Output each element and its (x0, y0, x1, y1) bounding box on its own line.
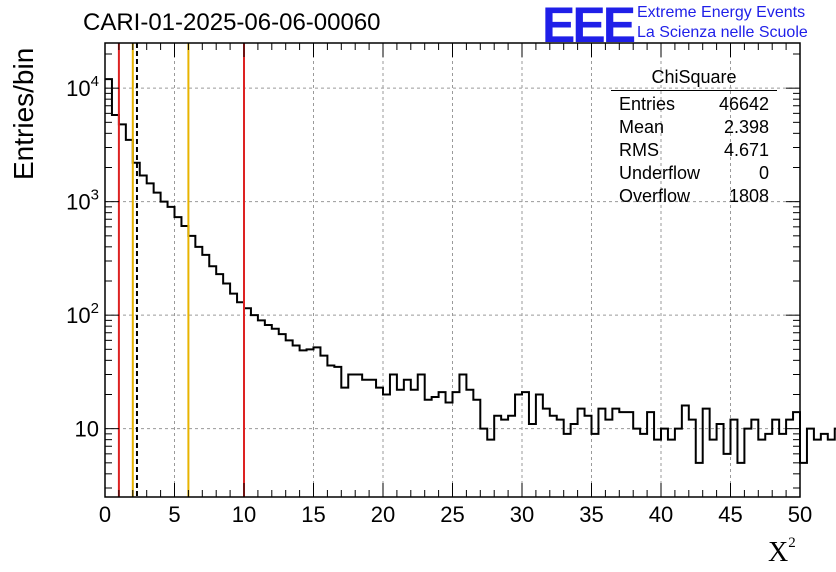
stats-value: 1808 (728, 186, 769, 206)
stats-label: Overflow (619, 186, 691, 206)
logo-text: Extreme Energy Events La Scienza nelle S… (637, 3, 808, 43)
x-tick-label: 45 (718, 502, 742, 527)
stats-row-overflow: Overflow 1808 (611, 185, 777, 208)
y-tick-label-exponent: 2 (91, 300, 99, 317)
y-tick-label: 103 (66, 187, 99, 215)
y-tick-label-base: 10 (66, 190, 90, 215)
y-tick-label-base: 10 (66, 303, 90, 328)
x-axis-label-exponent: 2 (788, 534, 796, 551)
chart-title: CARI-01-2025-06-06-00060 (83, 9, 381, 36)
stats-value: 2.398 (723, 117, 769, 137)
x-tick-label: 30 (510, 502, 534, 527)
x-tick-label: 5 (168, 502, 180, 527)
x-tick-label: 10 (232, 502, 256, 527)
stats-row-rms: RMS 4.671 (611, 139, 777, 162)
y-tick-label: 102 (66, 300, 99, 328)
stats-row-entries: Entries 46642 (611, 93, 777, 116)
x-tick-label: 20 (371, 502, 395, 527)
stats-box-title: ChiSquare (611, 66, 777, 91)
stats-row-underflow: Underflow 0 (611, 162, 777, 185)
stats-box: ChiSquare Entries 46642 Mean 2.398 RMS 4… (611, 66, 777, 208)
y-tick-label-exponent: 3 (91, 187, 99, 204)
x-tick-label: 25 (440, 502, 464, 527)
x-tick-label: 0 (99, 502, 111, 527)
stats-value: 46642 (718, 94, 769, 114)
stats-row-mean: Mean 2.398 (611, 116, 777, 139)
stats-label: Underflow (619, 163, 701, 183)
y-tick-label-base: 10 (75, 417, 99, 442)
logo-line-2: La Scienza nelle Scuole (637, 24, 808, 41)
x-tick-label: 15 (301, 502, 325, 527)
stats-value: 4.671 (723, 140, 769, 160)
stats-label: Entries (619, 94, 676, 114)
eee-logo: EEE (542, 0, 636, 53)
x-tick-label: 40 (649, 502, 673, 527)
y-tick-label-base: 10 (66, 76, 90, 101)
stats-label: RMS (619, 140, 659, 160)
y-tick-label: 104 (66, 73, 99, 101)
x-axis-label-base: X (768, 537, 789, 568)
logo-line-1: Extreme Energy Events (637, 4, 806, 21)
y-tick-label: 10 (75, 417, 99, 442)
stats-label: Mean (619, 117, 665, 137)
y-tick-label-exponent: 4 (91, 73, 99, 90)
x-tick-label: 50 (788, 502, 812, 527)
x-axis-label: X2 (768, 534, 796, 569)
stats-value: 0 (758, 163, 769, 183)
x-tick-label: 35 (579, 502, 603, 527)
